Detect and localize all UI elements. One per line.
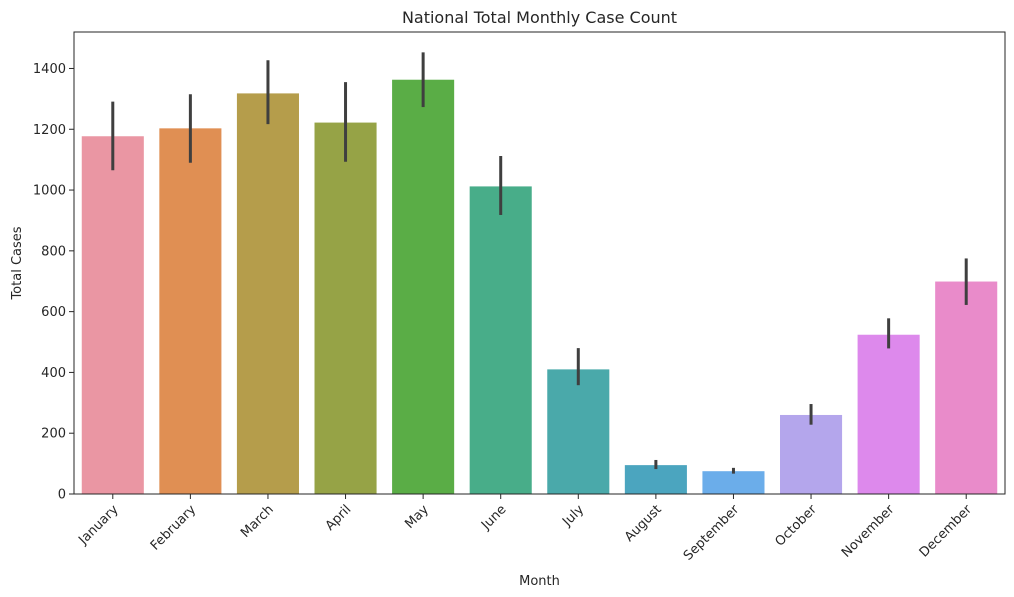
- x-tick-label: December: [917, 502, 976, 561]
- x-tick-label: March: [238, 502, 277, 541]
- x-axis: January February March April May June July Augu…: [75, 494, 975, 564]
- bar-june: [469, 186, 532, 494]
- bar-august: [624, 465, 687, 495]
- bar-april: [314, 122, 377, 494]
- bar-january: [81, 136, 144, 494]
- bars-layer: [81, 79, 998, 495]
- bar-october: [780, 414, 843, 494]
- bar-november: [857, 334, 920, 494]
- y-tick-label: 1200: [33, 123, 66, 138]
- y-tick-label: 400: [41, 366, 66, 381]
- y-tick-label: 1400: [33, 62, 66, 77]
- bar-march: [236, 93, 299, 495]
- x-tick-label: April: [323, 502, 355, 534]
- x-tick-label: June: [478, 502, 509, 533]
- y-tick-label: 600: [41, 305, 66, 320]
- x-tick-label: September: [681, 502, 743, 564]
- x-tick-label: October: [772, 502, 820, 550]
- bar-september: [702, 471, 765, 494]
- x-tick-label: August: [622, 502, 665, 545]
- bar-february: [159, 128, 222, 494]
- y-axis: 0 200 400 600 800 1000 1200 1400: [33, 62, 74, 503]
- bar-december: [935, 281, 998, 494]
- y-tick-label: 1000: [33, 184, 66, 199]
- chart-title: National Total Monthly Case Count: [402, 8, 677, 27]
- y-tick-label: 200: [41, 427, 66, 442]
- bar-may: [392, 79, 455, 494]
- y-tick-label: 0: [58, 488, 66, 503]
- x-tick-label: November: [839, 502, 898, 561]
- plot-frame: [73, 31, 1006, 495]
- x-tick-label: January: [75, 502, 121, 548]
- y-tick-label: 800: [41, 244, 66, 259]
- bar-july: [547, 369, 610, 494]
- error-bars-layer: [111, 52, 968, 474]
- y-axis-title: Total Cases: [10, 226, 25, 300]
- x-tick-label: May: [402, 502, 432, 532]
- x-tick-label: February: [148, 502, 200, 554]
- x-axis-title: Month: [519, 574, 560, 589]
- x-tick-label: July: [559, 502, 587, 530]
